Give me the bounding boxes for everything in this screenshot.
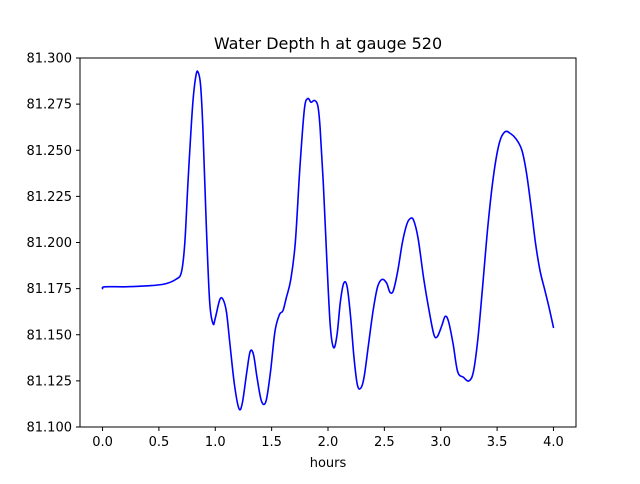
series-layer — [101, 70, 555, 411]
x-tick-label: 0.0 — [92, 435, 113, 450]
chart-title: Water Depth h at gauge 520 — [214, 34, 442, 53]
x-axis-title: hours — [310, 456, 347, 471]
y-tick-label: 81.200 — [27, 236, 73, 251]
y-tick-label: 81.225 — [27, 190, 73, 205]
series-line — [101, 70, 555, 411]
y-tick-label: 81.125 — [27, 374, 73, 389]
y-axis-ticks: 81.100 81.125 81.150 81.175 81.200 81.225 81.2… — [27, 52, 80, 436]
y-tick-label: 81.175 — [27, 282, 73, 297]
x-tick-label: 0.5 — [149, 435, 170, 450]
x-tick-label: 3.0 — [430, 435, 451, 450]
x-axis-ticks: 0.0 0.5 1.0 1.5 2.0 2.5 3.0 3.5 4.0 — [92, 427, 564, 450]
x-tick-label: 4.0 — [543, 435, 564, 450]
plot-frame — [79, 57, 577, 428]
x-tick-label: 3.5 — [487, 435, 508, 450]
y-tick-label: 81.275 — [27, 98, 73, 113]
x-tick-label: 2.0 — [318, 435, 339, 450]
y-tick-label: 81.100 — [27, 421, 73, 436]
x-tick-label: 1.0 — [205, 435, 226, 450]
x-tick-label: 2.5 — [374, 435, 395, 450]
x-tick-label: 1.5 — [261, 435, 282, 450]
y-tick-label: 81.250 — [27, 144, 73, 159]
y-tick-label: 81.300 — [27, 52, 73, 67]
y-tick-label: 81.150 — [27, 328, 73, 343]
